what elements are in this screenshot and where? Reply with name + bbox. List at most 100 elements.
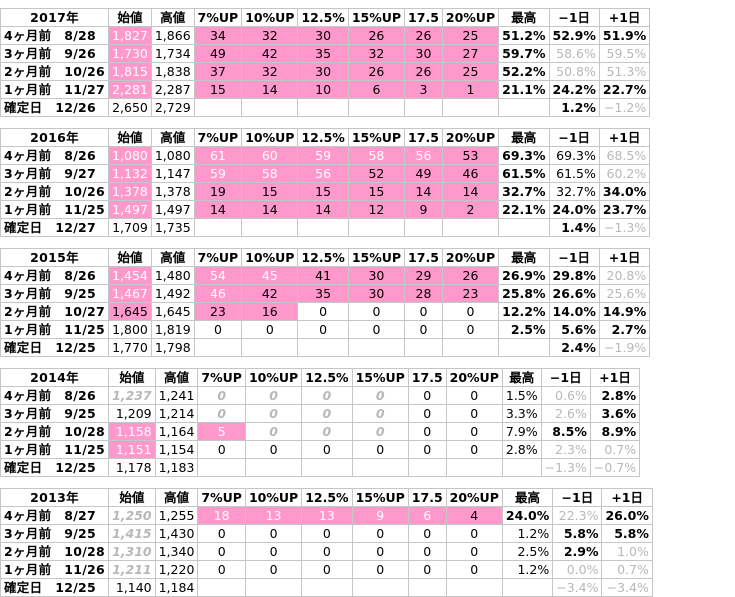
table-cell[interactable]: 58 — [347, 146, 406, 165]
table-cell[interactable]: 45 — [241, 266, 299, 285]
column-header[interactable]: 20%UP — [445, 488, 503, 507]
table-cell[interactable]: 0 — [351, 560, 409, 579]
table-cell[interactable]: 1,467 — [108, 284, 152, 303]
table-cell[interactable]: 0 — [197, 542, 246, 561]
table-cell[interactable]: 13 — [244, 506, 303, 525]
table-cell[interactable]: 1,158 — [108, 422, 156, 441]
table-cell[interactable]: 15 — [297, 182, 349, 201]
table-cell[interactable]: 49 — [404, 164, 443, 183]
table-cell[interactable]: 0 — [301, 422, 353, 441]
table-cell[interactable]: 0 — [197, 440, 246, 459]
table-cell[interactable]: 50.8% — [548, 62, 600, 81]
table-cell[interactable]: 25 — [441, 26, 500, 45]
table-cell[interactable]: 1 — [441, 80, 500, 99]
column-header[interactable]: 始値 — [108, 128, 152, 147]
table-cell[interactable]: 2.5% — [498, 320, 550, 339]
table-cell[interactable]: 49 — [193, 44, 243, 63]
table-cell[interactable]: 1,735 — [150, 218, 195, 237]
table-cell[interactable]: 30 — [404, 44, 443, 63]
table-cell[interactable]: 59.5% — [598, 44, 651, 63]
table-cell[interactable]: 1,480 — [150, 266, 195, 285]
table-cell[interactable] — [347, 338, 406, 357]
table-cell[interactable]: 24.0% — [501, 506, 554, 525]
column-header[interactable]: 12.5% — [301, 368, 353, 387]
table-cell[interactable]: 26 — [441, 266, 500, 285]
row-label[interactable]: 1ヶ月前 11/25 — [0, 320, 110, 339]
column-header[interactable]: 17.5 — [404, 128, 443, 147]
table-cell[interactable]: 1.2% — [548, 98, 600, 117]
column-header[interactable]: −1日 — [548, 8, 600, 27]
table-cell[interactable]: 26.6% — [548, 284, 600, 303]
table-cell[interactable]: 30 — [347, 266, 406, 285]
table-cell[interactable]: 1,819 — [150, 320, 195, 339]
table-cell[interactable]: 0 — [301, 524, 353, 543]
column-header[interactable]: 10%UP — [241, 248, 299, 267]
table-cell[interactable]: 0 — [407, 440, 447, 459]
row-label[interactable]: 4ヶ月前 8/26 — [0, 266, 110, 285]
table-cell[interactable]: 12 — [347, 200, 406, 219]
column-header[interactable]: −1日 — [540, 368, 591, 387]
table-cell[interactable]: 1,140 — [108, 578, 156, 597]
table-cell[interactable]: 51.9% — [598, 26, 651, 45]
row-label[interactable]: 4ヶ月前 8/26 — [0, 146, 110, 165]
table-cell[interactable]: −3.4% — [552, 578, 603, 597]
table-cell[interactable]: 5.8% — [601, 524, 653, 543]
table-cell[interactable]: 28 — [404, 284, 443, 303]
table-cell[interactable]: 14.0% — [548, 302, 600, 321]
row-label[interactable]: 3ヶ月前 9/25 — [0, 404, 110, 423]
table-cell[interactable]: 24.0% — [548, 200, 600, 219]
row-label[interactable]: 確定日 12/25 — [0, 458, 110, 477]
table-cell[interactable]: 23 — [193, 302, 243, 321]
table-cell[interactable]: 0 — [445, 440, 503, 459]
column-header[interactable]: 高値 — [150, 8, 195, 27]
table-cell[interactable]: 14 — [241, 80, 299, 99]
table-cell[interactable]: 1,838 — [150, 62, 195, 81]
column-header[interactable]: 10%UP — [241, 128, 299, 147]
table-cell[interactable]: 1,237 — [108, 386, 156, 405]
column-header[interactable]: 15%UP — [347, 248, 406, 267]
table-cell[interactable]: 0 — [301, 404, 353, 423]
table-cell[interactable]: 10 — [297, 80, 349, 99]
table-cell[interactable]: 0 — [407, 560, 447, 579]
column-header[interactable]: 7%UP — [197, 488, 246, 507]
table-cell[interactable]: 0 — [407, 524, 447, 543]
table-cell[interactable]: 1,866 — [150, 26, 195, 45]
table-cell[interactable]: 25 — [441, 62, 500, 81]
table-cell[interactable]: 6 — [347, 80, 406, 99]
table-cell[interactable]: 26 — [404, 26, 443, 45]
table-cell[interactable]: 1,800 — [108, 320, 152, 339]
table-cell[interactable]: 0 — [301, 560, 353, 579]
row-label[interactable]: 3ヶ月前 9/26 — [0, 44, 110, 63]
row-label[interactable]: 確定日 12/27 — [0, 218, 110, 237]
table-cell[interactable]: 0 — [351, 404, 409, 423]
table-cell[interactable] — [404, 98, 443, 117]
table-cell[interactable]: 1,730 — [108, 44, 152, 63]
table-cell[interactable] — [407, 458, 447, 477]
table-cell[interactable]: 0 — [301, 440, 353, 459]
table-cell[interactable]: −1.3% — [598, 218, 651, 237]
table-cell[interactable]: 56 — [297, 164, 349, 183]
table-cell[interactable] — [441, 338, 500, 357]
table-cell[interactable] — [404, 338, 443, 357]
column-header[interactable]: 始値 — [108, 248, 152, 267]
column-header[interactable]: +1日 — [589, 368, 641, 387]
table-cell[interactable]: 14 — [404, 182, 443, 201]
table-cell[interactable] — [441, 218, 500, 237]
table-cell[interactable]: 21.1% — [498, 80, 550, 99]
table-cell[interactable]: 1,164 — [154, 422, 199, 441]
column-header[interactable]: 15%UP — [351, 368, 409, 387]
table-cell[interactable]: 30 — [347, 284, 406, 303]
table-cell[interactable]: 0 — [297, 302, 349, 321]
row-label[interactable]: 1ヶ月前 11/27 — [0, 80, 110, 99]
column-header[interactable]: 高値 — [150, 128, 195, 147]
table-cell[interactable]: 0 — [445, 524, 503, 543]
year-label[interactable]: 2013年 — [0, 488, 110, 507]
table-cell[interactable]: 32 — [347, 44, 406, 63]
column-header[interactable]: 20%UP — [441, 8, 500, 27]
row-label[interactable]: 4ヶ月前 8/27 — [0, 506, 110, 525]
table-cell[interactable]: 7.9% — [501, 422, 542, 441]
table-cell[interactable] — [351, 578, 409, 597]
table-cell[interactable]: 18 — [197, 506, 246, 525]
table-cell[interactable]: 0 — [441, 302, 500, 321]
column-header[interactable]: 20%UP — [441, 128, 500, 147]
